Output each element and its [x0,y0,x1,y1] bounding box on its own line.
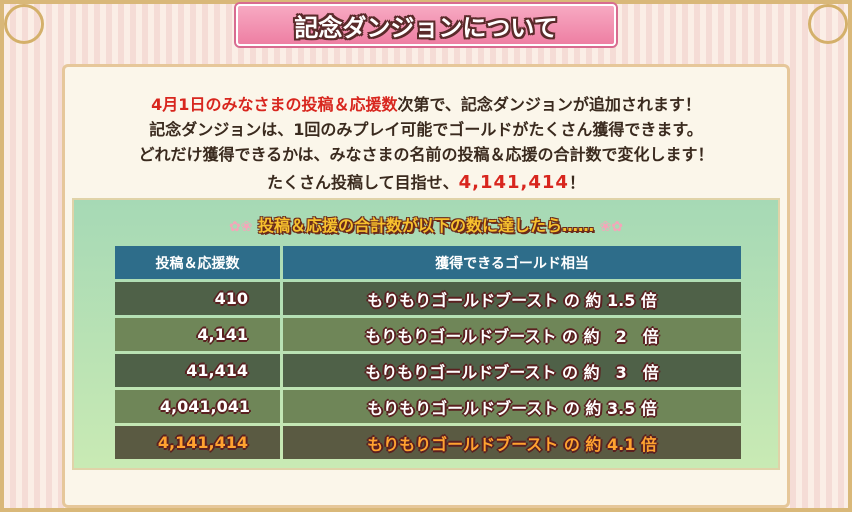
header-count: 投稿＆応援数 [115,246,280,279]
page-title: 記念ダンジョンについて [294,13,558,42]
reward-cell: もりもりゴールドブースト の 約 3.5 倍 [283,390,741,423]
intro-line: どれだけ獲得できるかは、みなさまの名前の投稿＆応援の合計数で変化します！ [138,145,714,164]
intro-line: 記念ダンジョンは、1回のみプレイ可能でゴールドがたくさん獲得できます。 [149,120,703,139]
intro-highlight: 4月1日のみなさまの投稿＆応援数 [151,95,398,114]
intro-line: たくさん投稿して目指せ、 [267,173,459,192]
count-cell: 410 [115,282,280,315]
table-row: 41,414 もりもりゴールドブースト の 約 3 倍 [115,354,741,387]
reward-cell: もりもりゴールドブースト の 約 1.5 倍 [283,282,741,315]
table-row: 4,141 もりもりゴールドブースト の 約 2 倍 [115,318,741,351]
reward-cell: もりもりゴールドブースト の 約 4.1 倍 [283,426,741,459]
intro-line: 次第で、記念ダンジョンが追加されます！ [397,95,701,114]
table-header: 投稿＆応援数 獲得できるゴールド相当 [115,246,741,279]
reward-table: 投稿＆応援数 獲得できるゴールド相当 410 もりもりゴールドブースト の 約 1… [115,246,741,462]
count-cell: 41,414 [115,354,280,387]
flower-icon: ❀✿ [599,219,624,235]
table-row: 4,041,041 もりもりゴールドブースト の 約 3.5 倍 [115,390,741,423]
count-cell: 4,141,414 [115,426,280,459]
count-cell: 4,041,041 [115,390,280,423]
reward-subtitle: ✿❀ 投稿＆応援の合計数が以下の数に達したら…… ❀✿ [0,212,852,236]
target-count: 4,141,414 [458,172,569,193]
reward-cell: もりもりゴールドブースト の 約 2 倍 [283,318,741,351]
count-cell: 4,141 [115,318,280,351]
corner-ornament [4,4,44,44]
subtitle-text: 投稿＆応援の合計数が以下の数に達したら…… [257,216,594,235]
intro-line: ！ [568,173,585,192]
corner-ornament [808,4,848,44]
header-reward: 獲得できるゴールド相当 [283,246,741,279]
title-banner: 記念ダンジョンについて [236,4,616,46]
table-row-highlight: 4,141,414 もりもりゴールドブースト の 約 4.1 倍 [115,426,741,459]
reward-cell: もりもりゴールドブースト の 約 3 倍 [283,354,741,387]
table-row: 410 もりもりゴールドブースト の 約 1.5 倍 [115,282,741,315]
flower-icon: ✿❀ [228,219,253,235]
intro-text: 4月1日のみなさまの投稿＆応援数次第で、記念ダンジョンが追加されます！ 記念ダン… [70,92,782,195]
